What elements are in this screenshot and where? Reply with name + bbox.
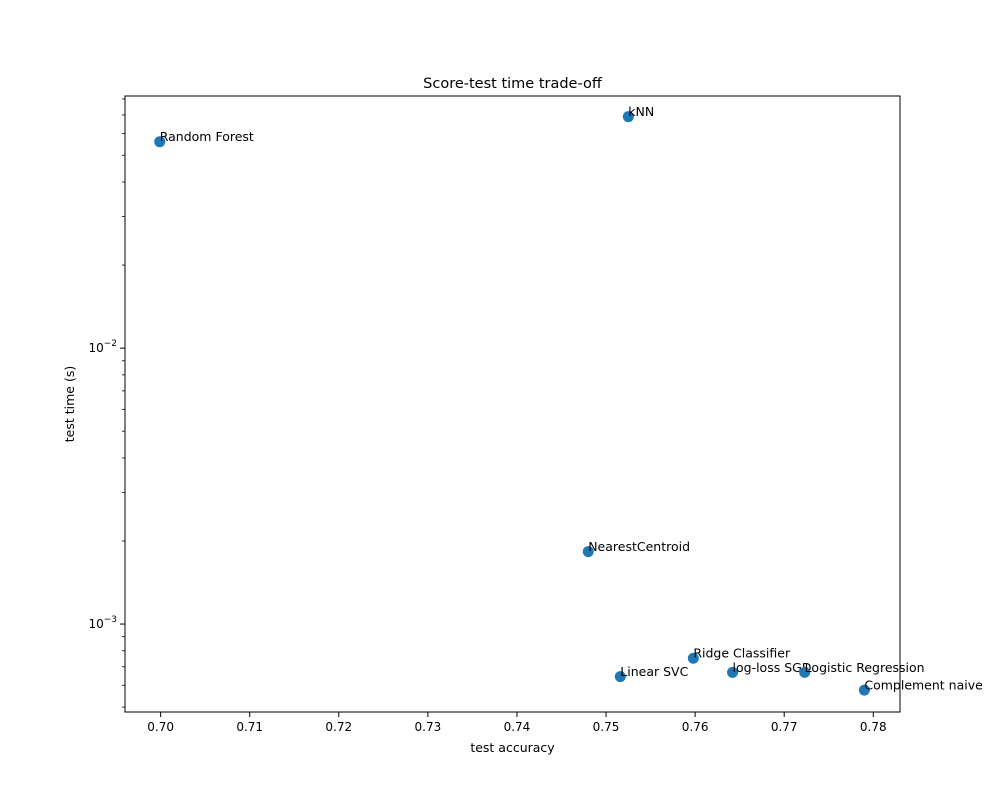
y-tick-label: 10−2 — [88, 339, 117, 355]
ticks-layer: 0.70 0.71 0.72 0.73 0.74 0.75 0.76 0.77 0.7810−3… — [88, 98, 887, 734]
scatter-point — [622, 111, 634, 123]
x-tick-label: 0.73 — [415, 720, 442, 734]
y-tick-label-exponent: −3 — [104, 615, 117, 625]
x-tick-label: 0.78 — [860, 720, 887, 734]
x-tick-label: 0.74 — [504, 720, 531, 734]
scatter-point — [154, 136, 166, 148]
x-tick-label: 0.71 — [236, 720, 263, 734]
x-tick-label: 0.70 — [147, 720, 174, 734]
scatter-point — [687, 652, 699, 664]
scatter-point — [614, 671, 626, 683]
chart-title: Score-test time trade-off — [423, 76, 603, 92]
point-label: kNN — [628, 104, 654, 119]
y-tick-label-base: 10 — [88, 341, 103, 355]
y-tick-label: 10−3 — [88, 615, 117, 631]
x-tick-label: 0.77 — [771, 720, 798, 734]
point-label: Linear SVC — [620, 664, 688, 679]
scatter-point — [727, 666, 739, 678]
y-axis-label: test time (s) — [62, 366, 77, 442]
x-tick-label: 0.72 — [325, 720, 352, 734]
point-label: Random Forest — [160, 129, 254, 144]
x-tick-label: 0.76 — [682, 720, 709, 734]
y-tick-label-base: 10 — [88, 617, 103, 631]
scatter-point — [799, 666, 811, 678]
scatter-point — [582, 546, 594, 558]
x-tick-label: 0.75 — [593, 720, 620, 734]
point-label: log-loss SGD — [733, 660, 812, 675]
point-label: NearestCentroid — [588, 539, 690, 554]
points-layer: Random Forest kNN NearestCentroid Ridge Cla… — [154, 104, 983, 696]
plot-area-frame — [124, 95, 901, 713]
point-label: Logistic Regression — [805, 660, 925, 675]
point-label: Ridge Classifier — [693, 646, 791, 661]
scatter-point — [858, 684, 870, 696]
x-axis-label: test accuracy — [470, 740, 555, 755]
point-label: Complement naive — [864, 678, 983, 693]
y-tick-label-exponent: −2 — [104, 339, 117, 349]
